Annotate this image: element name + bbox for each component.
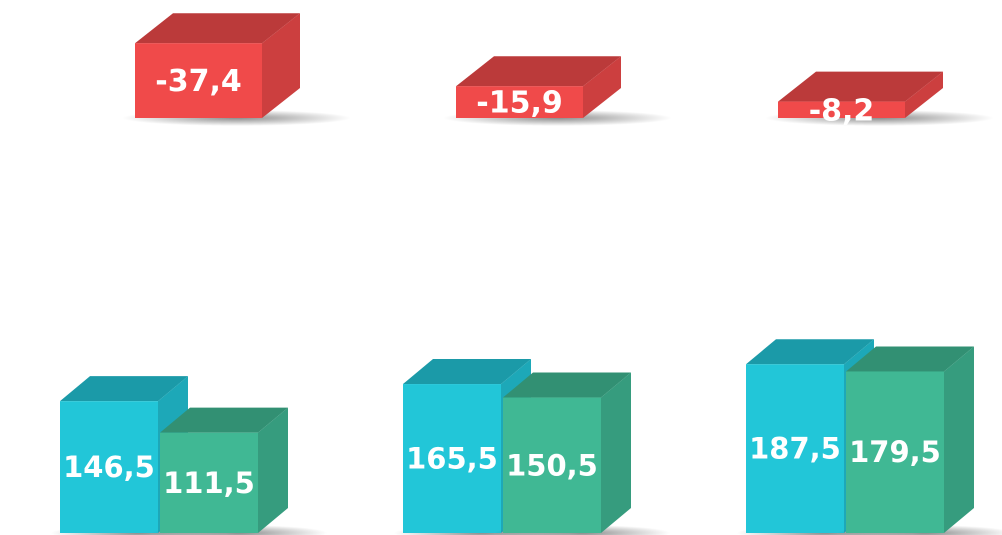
bar-front [456, 86, 583, 118]
bar [456, 56, 621, 118]
bar [846, 346, 974, 533]
bar-front [160, 432, 258, 533]
value-label: -8,2 [809, 93, 875, 128]
value-label: 187,5 [749, 432, 841, 466]
bar-side [583, 56, 621, 118]
value-label: 165,5 [406, 442, 498, 476]
bar-front [503, 397, 601, 533]
value-label: 146,5 [63, 450, 155, 484]
bar-front [778, 101, 905, 118]
bar-top [135, 13, 300, 44]
bar-side [258, 407, 288, 533]
bar-front [403, 384, 501, 533]
bar-side [944, 346, 974, 533]
bar-top [778, 71, 943, 102]
value-label: 150,5 [506, 448, 598, 482]
bar-top [160, 407, 288, 433]
bar-side [905, 71, 943, 118]
value-label: 179,5 [849, 435, 941, 469]
bar-front [60, 401, 158, 533]
value-label: 111,5 [163, 466, 255, 500]
bar-top [456, 56, 621, 87]
bar-front [746, 364, 844, 533]
bar-top [746, 339, 874, 365]
bar-top [846, 346, 974, 372]
bar [778, 71, 943, 118]
bar [503, 372, 631, 533]
bar-side [262, 13, 300, 119]
bar-side [601, 372, 631, 533]
bar-front [846, 371, 944, 533]
bar-top [503, 372, 631, 398]
bar-front [135, 43, 262, 119]
bar-top [60, 376, 188, 402]
bar-top [403, 359, 531, 385]
value-label: -37,4 [155, 64, 241, 99]
bar [135, 13, 300, 119]
value-label: -15,9 [476, 86, 562, 121]
bar [160, 407, 288, 533]
